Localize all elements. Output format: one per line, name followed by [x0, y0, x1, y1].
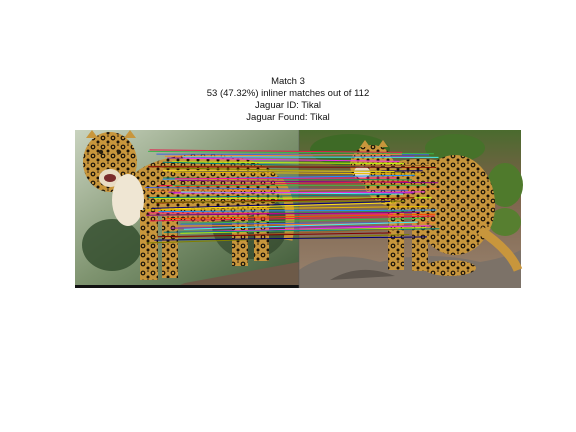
match-line [163, 171, 395, 172]
match-line [148, 167, 436, 168]
match-line [183, 157, 439, 158]
match-line [151, 166, 429, 167]
